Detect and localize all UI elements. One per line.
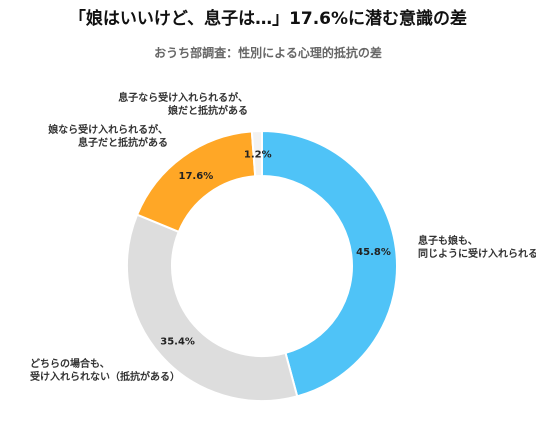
legend-label-neither-line1: どちらの場合も、 [30, 359, 110, 370]
chart-title: 「娘はいいけど、息子は…」17.6%に潜む意識の差 [68, 9, 468, 29]
legend-label-both: 息子も娘も、 同じように受け入れられる [418, 235, 536, 261]
legend-label-son-only-line2: 娘だと抵抗がある [168, 106, 248, 117]
chart-subtitle: おうち部調査：性別による心理的抵抗の差 [154, 46, 382, 60]
legend-label-daughter-only-line1: 娘なら受け入れられるが、 [48, 125, 168, 136]
slice-son-only [250, 129, 263, 178]
legend-label-both-line2: 同じように受け入れられる [418, 249, 536, 260]
legend-label-neither-line2: 受け入れられない（抵抗がある） [30, 372, 180, 383]
legend-label-neither: どちらの場合も、 受け入れられない（抵抗がある） [30, 358, 180, 384]
slice-neither [126, 213, 299, 402]
legend-label-son-only: 息子なら受け入れられるが、 娘だと抵抗がある [118, 92, 248, 118]
legend-label-both-line1: 息子も娘も、 [418, 236, 478, 247]
pct-label-both: 45.8% [356, 247, 391, 258]
legend-label-son-only-line1: 息子なら受け入れられるが、 [118, 93, 248, 104]
pct-label-daughter-only: 17.6% [179, 171, 214, 182]
legend-label-daughter-only-line2: 息子だと抵抗がある [78, 138, 168, 149]
slice-both [261, 129, 398, 398]
pct-label-neither: 35.4% [160, 336, 195, 347]
legend-label-daughter-only: 娘なら受け入れられるが、 息子だと抵抗がある [40, 124, 168, 150]
pct-label-son-only: 1.2% [244, 150, 272, 161]
